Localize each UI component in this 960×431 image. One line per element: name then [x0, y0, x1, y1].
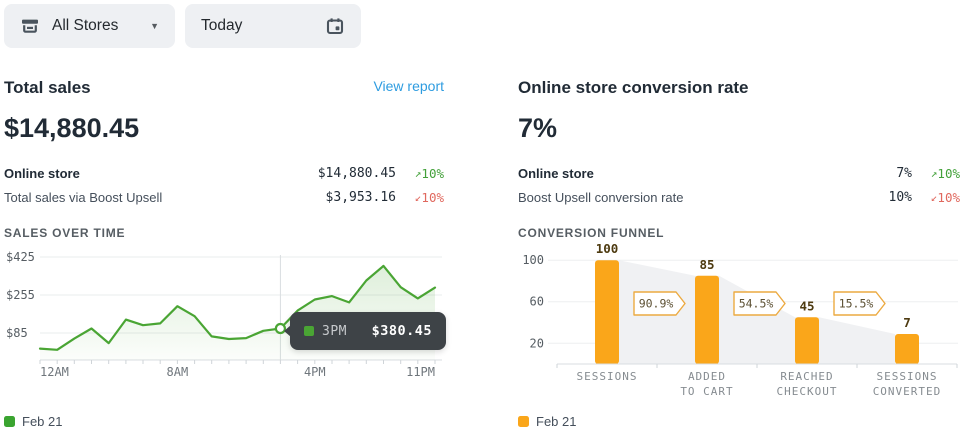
conversion-rate-card: Online store conversion rate 7% Online s…	[518, 78, 960, 431]
date-filter-button[interactable]: Today	[185, 4, 361, 48]
legend-label: Feb 21	[22, 414, 63, 429]
conversion-rate-value: 7%	[518, 113, 558, 143]
total-sales-title: Total sales	[4, 78, 91, 97]
metric-label: Online store	[4, 165, 80, 181]
svg-text:SESSIONS: SESSIONS	[577, 370, 638, 383]
calendar-icon	[326, 18, 344, 35]
metric-row-boost-upsell: Total sales via Boost Upsell $3,953.16 ↙…	[4, 185, 444, 209]
metric-delta: ↗10%	[414, 165, 444, 181]
store-filter-button[interactable]: All Stores ▼	[4, 4, 175, 48]
svg-text:20: 20	[530, 336, 544, 350]
svg-text:90.9%: 90.9%	[639, 297, 674, 311]
svg-text:11PM: 11PM	[406, 365, 435, 379]
sales-line-chart[interactable]: $425 $255 $85 12AM 8AM 4PM 11PM 3PM $380.45	[4, 246, 456, 418]
svg-text:REACHED: REACHED	[780, 370, 833, 383]
conversion-metric-rows: Online store 7% ↗10% Boost Upsell conver…	[518, 161, 960, 209]
metric-delta: ↙10%	[414, 189, 444, 205]
store-filter-label: All Stores	[52, 17, 119, 34]
tooltip-value: $380.45	[371, 323, 432, 339]
svg-text:$85: $85	[6, 326, 28, 340]
metric-label: Boost Upsell conversion rate	[518, 189, 684, 205]
metric-value: 10%	[888, 189, 912, 205]
svg-text:ADDED: ADDED	[688, 370, 726, 383]
svg-text:4PM: 4PM	[304, 365, 326, 379]
store-icon	[22, 19, 38, 33]
metric-value: $14,880.45	[317, 165, 396, 181]
conversion-funnel-svg[interactable]: 100 60 20 100 85 45 7 90.9% 54.5% 15.5% SESSIONS AD…	[518, 241, 960, 408]
legend-swatch-green	[4, 416, 15, 427]
svg-text:15.5%: 15.5%	[839, 297, 874, 311]
trend-down-icon: ↙	[414, 190, 422, 204]
svg-text:TO CART: TO CART	[680, 385, 733, 398]
svg-text:CONVERTED: CONVERTED	[873, 385, 942, 398]
metric-label: Online store	[518, 165, 594, 181]
trend-down-icon: ↙	[930, 190, 938, 204]
funnel-legend: Feb 21	[518, 414, 576, 429]
svg-text:100: 100	[522, 253, 544, 267]
chevron-down-icon: ▼	[150, 21, 159, 31]
tooltip-time: 3PM	[322, 323, 347, 339]
trend-up-icon: ↗	[414, 166, 422, 180]
svg-text:54.5%: 54.5%	[739, 297, 774, 311]
conversion-funnel-chart[interactable]: 100 60 20 100 85 45 7 90.9% 54.5% 15.5% SESSIONS AD…	[518, 241, 960, 418]
metric-row-online-store-rate: Online store 7% ↗10%	[518, 161, 960, 185]
svg-text:60: 60	[530, 295, 544, 309]
metric-value: $3,953.16	[325, 189, 396, 205]
metric-value: 7%	[896, 165, 912, 181]
svg-text:12AM: 12AM	[40, 365, 69, 379]
svg-text:CHECKOUT: CHECKOUT	[777, 385, 838, 398]
svg-text:$425: $425	[6, 250, 35, 264]
legend-label: Feb 21	[536, 414, 577, 429]
conversion-funnel-heading: CONVERSION FUNNEL	[518, 226, 665, 240]
metric-row-boost-upsell-rate: Boost Upsell conversion rate 10% ↙10%	[518, 185, 960, 209]
metric-label: Total sales via Boost Upsell	[4, 189, 163, 205]
chart-tooltip: 3PM $380.45	[284, 312, 446, 350]
sales-legend: Feb 21	[4, 414, 62, 429]
metric-row-online-store: Online store $14,880.45 ↗10%	[4, 161, 444, 185]
svg-text:SESSIONS: SESSIONS	[877, 370, 938, 383]
svg-text:8AM: 8AM	[167, 365, 189, 379]
metric-delta: ↙10%	[930, 189, 960, 205]
svg-text:45: 45	[799, 298, 814, 313]
sales-metric-rows: Online store $14,880.45 ↗10% Total sales…	[4, 161, 444, 209]
legend-swatch-orange	[518, 416, 529, 427]
sales-over-time-heading: SALES OVER TIME	[4, 226, 126, 240]
trend-up-icon: ↗	[930, 166, 938, 180]
svg-text:$255: $255	[6, 288, 35, 302]
svg-text:100: 100	[596, 241, 619, 256]
view-report-link[interactable]: View report	[373, 78, 444, 94]
total-sales-value: $14,880.45	[4, 113, 140, 143]
svg-text:85: 85	[699, 257, 714, 272]
metric-delta: ↗10%	[930, 165, 960, 181]
tooltip-series-swatch	[304, 326, 314, 336]
date-filter-label: Today	[201, 17, 243, 34]
conversion-rate-title: Online store conversion rate	[518, 78, 749, 97]
svg-text:7: 7	[903, 315, 911, 330]
total-sales-card: Total sales View report $14,880.45 Onlin…	[4, 78, 446, 431]
